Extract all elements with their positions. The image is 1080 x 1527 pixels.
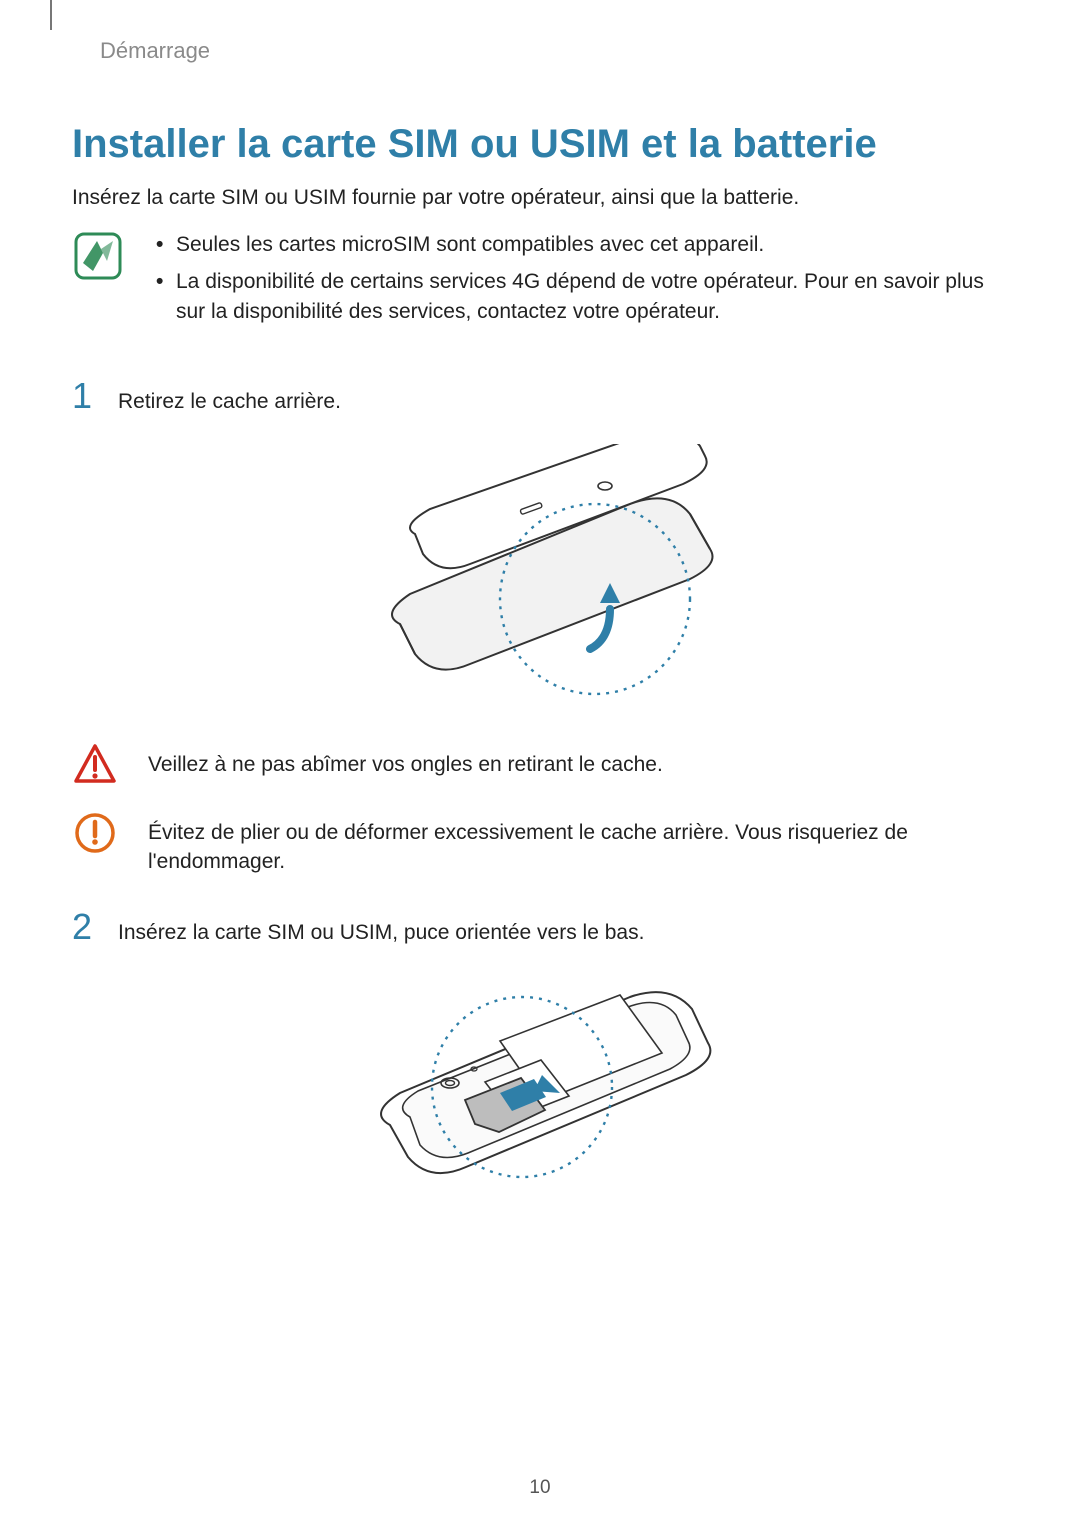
step-number: 1 [72, 378, 100, 414]
alert-caution-text: Évitez de plier ou de déformer excessive… [148, 810, 1008, 877]
warning-icon [72, 742, 118, 788]
alert-warning-text: Veillez à ne pas abîmer vos ongles en re… [148, 742, 1008, 779]
breadcrumb: Démarrage [100, 38, 1008, 64]
note-item: La disponibilité de certains services 4G… [152, 267, 1008, 328]
header-side-mark [50, 0, 52, 30]
page: Démarrage Installer la carte SIM ou USIM… [0, 0, 1080, 1527]
step-2: 2 Insérez la carte SIM ou USIM, puce ori… [72, 909, 1008, 947]
caution-icon [72, 810, 118, 856]
note-item: Seules les cartes microSIM sont compatib… [152, 230, 1008, 260]
note-icon [72, 230, 124, 282]
note-block: Seules les cartes microSIM sont compatib… [72, 230, 1008, 333]
step-1: 1 Retirez le cache arrière. [72, 378, 1008, 416]
figure-insert-sim [72, 975, 1008, 1215]
note-list: Seules les cartes microSIM sont compatib… [152, 230, 1008, 333]
figure-remove-cover [72, 444, 1008, 714]
page-title: Installer la carte SIM ou USIM et la bat… [72, 122, 1008, 166]
step-number: 2 [72, 909, 100, 945]
alert-caution: Évitez de plier ou de déformer excessive… [72, 810, 1008, 877]
step-text: Insérez la carte SIM ou USIM, puce orien… [118, 919, 644, 947]
alert-warning: Veillez à ne pas abîmer vos ongles en re… [72, 742, 1008, 788]
step-text: Retirez le cache arrière. [118, 388, 341, 416]
intro-paragraph: Insérez la carte SIM ou USIM fournie par… [72, 184, 1008, 212]
page-number: 10 [0, 1477, 1080, 1499]
